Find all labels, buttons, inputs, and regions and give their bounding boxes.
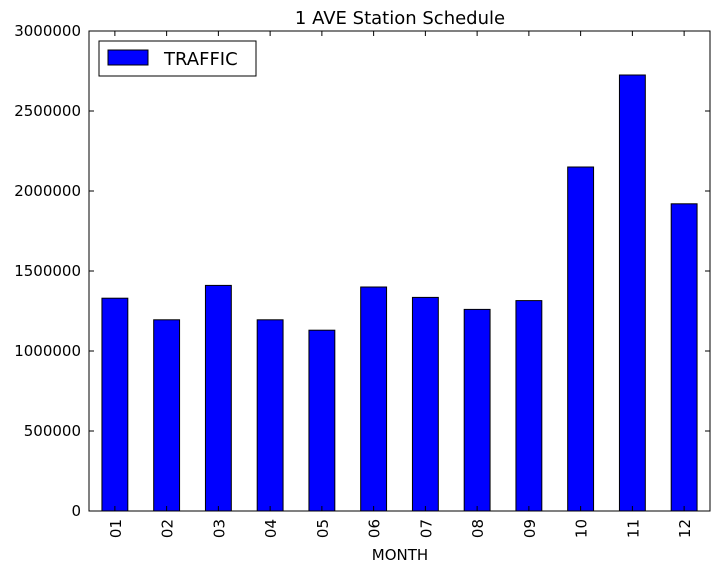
x-tick-label: 10	[573, 519, 591, 538]
x-tick-label: 04	[262, 519, 280, 538]
bar-05	[308, 329, 336, 512]
bar-10	[567, 166, 595, 512]
bar-07	[411, 296, 439, 512]
bar-03	[204, 284, 232, 512]
bar-11	[618, 74, 646, 512]
bar-01	[101, 297, 129, 512]
x-tick-label: 12	[676, 519, 694, 538]
x-axis-label: MONTH	[372, 546, 428, 564]
bars-group	[101, 74, 698, 512]
x-tick-label: 01	[107, 519, 125, 538]
bar-09	[515, 300, 543, 512]
y-tick-label: 500000	[24, 422, 81, 440]
x-axis: 01 02 03 04 05 06 07 08 09 10 11 12	[107, 31, 694, 538]
x-tick-label: 06	[366, 519, 384, 538]
x-tick-label: 11	[624, 519, 642, 538]
y-tick-label: 1000000	[14, 342, 81, 360]
x-tick-label: 05	[314, 519, 332, 538]
y-tick-label: 0	[71, 502, 81, 520]
y-axis: 0 500000 1000000 1500000 2000000 2500000 30000…	[14, 22, 710, 520]
y-tick-label: 2500000	[14, 102, 81, 120]
x-tick-label: 07	[417, 519, 435, 538]
x-tick-label: 02	[159, 519, 177, 538]
legend: TRAFFIC	[98, 40, 257, 77]
bar-12	[670, 203, 698, 512]
x-tick-label: 08	[469, 519, 487, 538]
bar-08	[463, 308, 491, 512]
y-tick-label: 3000000	[14, 22, 81, 40]
bar-04	[256, 319, 284, 512]
x-tick-label: 09	[521, 519, 539, 538]
y-tick-label: 1500000	[14, 262, 81, 280]
plot-area	[89, 31, 710, 511]
bar-06	[360, 286, 388, 512]
y-tick-label: 2000000	[14, 182, 81, 200]
chart-title: 1 AVE Station Schedule	[295, 8, 505, 29]
plot-border	[88, 30, 711, 512]
bar-02	[153, 319, 181, 512]
x-tick-label: 03	[210, 519, 228, 538]
legend-swatch	[107, 49, 149, 66]
legend-label: TRAFFIC	[163, 49, 238, 70]
